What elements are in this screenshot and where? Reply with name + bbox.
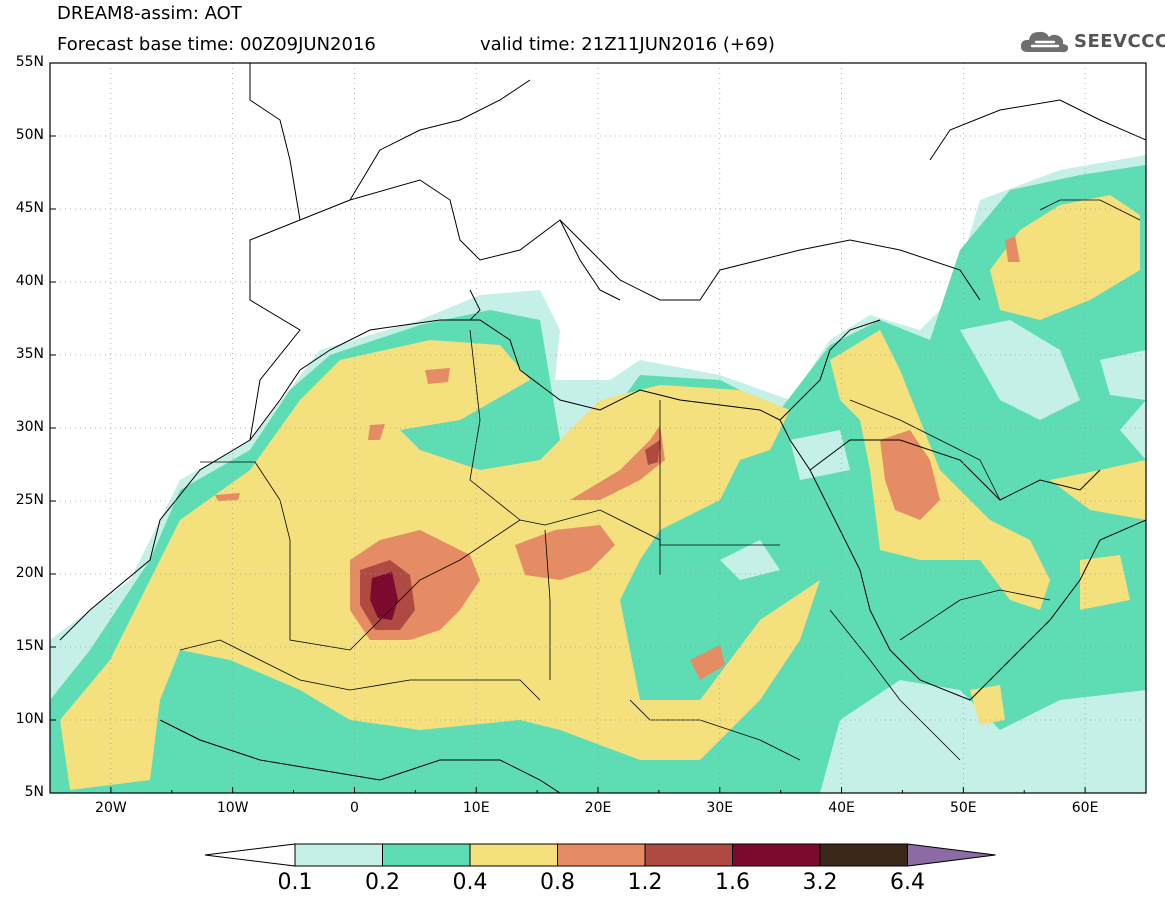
logo-text: SEEVCCC [1074,30,1165,52]
graticule [50,62,1146,794]
lon-label: 30E [706,800,734,816]
lon-label: 10W [216,800,249,816]
aot-contour-1-6 [370,572,398,620]
colorbar-label: 3.2 [802,870,838,895]
lat-label: 45N [15,200,44,216]
lat-label: 15N [15,638,44,654]
lon-label: 20W [95,800,127,816]
cloud-icon [1020,31,1069,53]
map-title: DREAM8-assim: AOT [57,3,242,24]
lat-label: 35N [15,346,44,362]
colorbar-label: 6.4 [890,870,925,895]
colorbar-over-arrow [907,843,996,867]
lon-label: 50E [949,800,977,816]
coastlines [59,63,1146,793]
colorbar-box [382,843,471,867]
colorbar-label: 0.2 [365,870,400,895]
colorbar-box [732,843,821,867]
lat-label: 25N [15,492,44,508]
colorbar-box [469,843,558,867]
colorbar-label: 0.4 [452,870,488,895]
forecast-base-time: Forecast base time: 00Z09JUN2016 [57,34,376,55]
lat-label: 5N [24,784,44,800]
lon-label: 20E [584,800,612,816]
lat-label: 20N [15,565,44,581]
lat-label: 30N [15,419,44,435]
lat-label: 50N [15,127,44,143]
lon-label: 40E [828,800,855,816]
lon-label: 10E [462,800,490,816]
lat-label: 55N [15,54,44,70]
colorbar-box [557,843,646,867]
colorbar-label: 0.1 [277,870,313,895]
colorbar-label: 0.8 [540,870,575,895]
lat-label: 40N [15,273,44,289]
lon-label: 0 [349,800,359,816]
colorbar [204,843,996,867]
colorbar-label: 1.2 [627,870,663,895]
colorbar-box [644,843,733,867]
lat-label: 10N [15,711,44,727]
colorbar-under-arrow [204,843,296,867]
lon-label: 60E [1071,800,1099,816]
colorbar-box [819,843,908,867]
colorbar-box [294,843,383,867]
seevccc-logo: SEEVCCC [1018,24,1165,58]
valid-time: valid time: 21Z11JUN2016 (+69) [480,34,775,55]
colorbar-label: 1.6 [715,870,750,895]
